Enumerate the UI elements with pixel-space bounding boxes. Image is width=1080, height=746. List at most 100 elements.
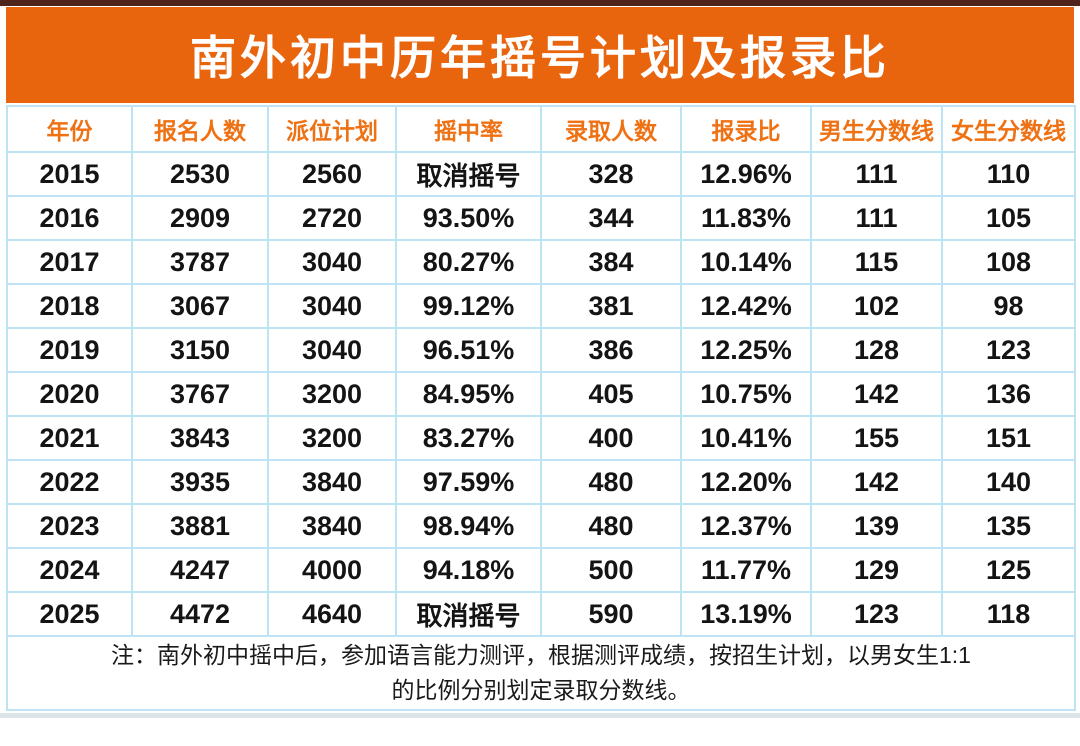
table-cell: 328	[540, 151, 682, 197]
table-cell: 3150	[131, 327, 269, 373]
table-cell: 480	[540, 503, 682, 549]
table-row: 2021 3843 3200 83.27% 400 10.41% 155 151	[6, 415, 1076, 461]
page-title: 南外初中历年摇号计划及报录比	[190, 32, 890, 84]
header-cell: 男生分数线	[810, 105, 943, 153]
table-cell: 2025	[6, 591, 133, 637]
admissions-table: 年份 报名人数 派位计划 摇中率 录取人数 报录比 男生分数线 女生分数线 2015 2530 2…	[6, 105, 1076, 711]
table-cell: 2720	[267, 195, 397, 241]
table-row: 2020 3767 3200 84.95% 405 10.75% 142 136	[6, 371, 1076, 417]
table-cell: 386	[540, 327, 682, 373]
table-row: 2015 2530 2560 取消摇号 328 12.96% 111 110	[6, 151, 1076, 197]
table-cell: 142	[810, 371, 943, 417]
table-cell: 80.27%	[395, 239, 542, 285]
table-cell: 2530	[131, 151, 269, 197]
table-cell: 400	[540, 415, 682, 461]
table-cell: 3881	[131, 503, 269, 549]
table-cell: 12.42%	[680, 283, 812, 329]
table-row: 2025 4472 4640 取消摇号 590 13.19% 123 118	[6, 591, 1076, 637]
table-cell: 590	[540, 591, 682, 637]
table-cell: 2022	[6, 459, 133, 505]
table-cell: 93.50%	[395, 195, 542, 241]
table-cell: 142	[810, 459, 943, 505]
table-cell: 83.27%	[395, 415, 542, 461]
table-cell: 3935	[131, 459, 269, 505]
footnote-line2: 的比例分别划定录取分数线。	[391, 677, 691, 703]
table-cell: 110	[941, 151, 1076, 197]
table-cell: 129	[810, 547, 943, 593]
table-cell: 139	[810, 503, 943, 549]
table-cell: 111	[810, 151, 943, 197]
table-cell: 3067	[131, 283, 269, 329]
table-row: 2016 2909 2720 93.50% 344 11.83% 111 105	[6, 195, 1076, 241]
table-cell: 3200	[267, 415, 397, 461]
table-cell: 128	[810, 327, 943, 373]
table-cell: 480	[540, 459, 682, 505]
table-cell: 115	[810, 239, 943, 285]
table-cell: 123	[941, 327, 1076, 373]
table-cell: 135	[941, 503, 1076, 549]
header-cell: 录取人数	[540, 105, 682, 153]
footnote-row: 注：南外初中摇中后，参加语言能力测评，根据测评成绩，按招生计划，以男女生1:1 …	[6, 635, 1076, 711]
table-cell: 140	[941, 459, 1076, 505]
table-cell: 2019	[6, 327, 133, 373]
table-cell: 3200	[267, 371, 397, 417]
header-cell: 女生分数线	[941, 105, 1076, 153]
table-cell: 405	[540, 371, 682, 417]
table-cell: 3040	[267, 327, 397, 373]
table-cell: 2560	[267, 151, 397, 197]
table-cell: 2020	[6, 371, 133, 417]
table-row: 2017 3787 3040 80.27% 384 10.14% 115 108	[6, 239, 1076, 285]
header-cell: 报名人数	[131, 105, 269, 153]
table-cell: 12.20%	[680, 459, 812, 505]
table-cell: 2016	[6, 195, 133, 241]
table-cell: 98.94%	[395, 503, 542, 549]
table-cell: 10.14%	[680, 239, 812, 285]
top-edge-strip	[0, 0, 1080, 6]
table-cell: 12.25%	[680, 327, 812, 373]
table-row: 2018 3067 3040 99.12% 381 12.42% 102 98	[6, 283, 1076, 329]
table-cell: 3840	[267, 459, 397, 505]
table-row: 2023 3881 3840 98.94% 480 12.37% 139 135	[6, 503, 1076, 549]
table-cell: 2018	[6, 283, 133, 329]
table-cell: 97.59%	[395, 459, 542, 505]
table-cell: 151	[941, 415, 1076, 461]
table-cell: 111	[810, 195, 943, 241]
footnote-line1: 注：南外初中摇中后，参加语言能力测评，根据测评成绩，按招生计划，以男女生1:1	[111, 642, 971, 668]
table-cell: 13.19%	[680, 591, 812, 637]
table-cell: 123	[810, 591, 943, 637]
table-cell: 3040	[267, 283, 397, 329]
table-cell: 4000	[267, 547, 397, 593]
table-cell: 99.12%	[395, 283, 542, 329]
table-cell: 10.75%	[680, 371, 812, 417]
table-cell: 12.37%	[680, 503, 812, 549]
table-cell: 384	[540, 239, 682, 285]
table-cell: 94.18%	[395, 547, 542, 593]
header-row: 年份 报名人数 派位计划 摇中率 录取人数 报录比 男生分数线 女生分数线	[6, 105, 1076, 153]
table-cell: 12.96%	[680, 151, 812, 197]
header-cell: 派位计划	[267, 105, 397, 153]
table-cell: 4472	[131, 591, 269, 637]
table-cell: 125	[941, 547, 1076, 593]
table-cell: 取消摇号	[395, 591, 542, 637]
header-cell: 报录比	[680, 105, 812, 153]
header-cell: 年份	[6, 105, 133, 153]
table-cell: 118	[941, 591, 1076, 637]
table-cell: 108	[941, 239, 1076, 285]
table-cell: 3787	[131, 239, 269, 285]
table-cell: 4247	[131, 547, 269, 593]
table-cell: 500	[540, 547, 682, 593]
table-cell: 3843	[131, 415, 269, 461]
table-cell: 2023	[6, 503, 133, 549]
table-cell: 84.95%	[395, 371, 542, 417]
table-cell: 2024	[6, 547, 133, 593]
table-cell: 10.41%	[680, 415, 812, 461]
table-cell: 3040	[267, 239, 397, 285]
table-cell: 155	[810, 415, 943, 461]
table-cell: 2015	[6, 151, 133, 197]
title-banner: 南外初中历年摇号计划及报录比	[6, 7, 1074, 103]
table-cell: 3840	[267, 503, 397, 549]
footnote: 注：南外初中摇中后，参加语言能力测评，根据测评成绩，按招生计划，以男女生1:1 …	[6, 635, 1076, 711]
table-body: 2015 2530 2560 取消摇号 328 12.96% 111 110 2016 2909 2…	[6, 151, 1076, 637]
table-cell: 102	[810, 283, 943, 329]
